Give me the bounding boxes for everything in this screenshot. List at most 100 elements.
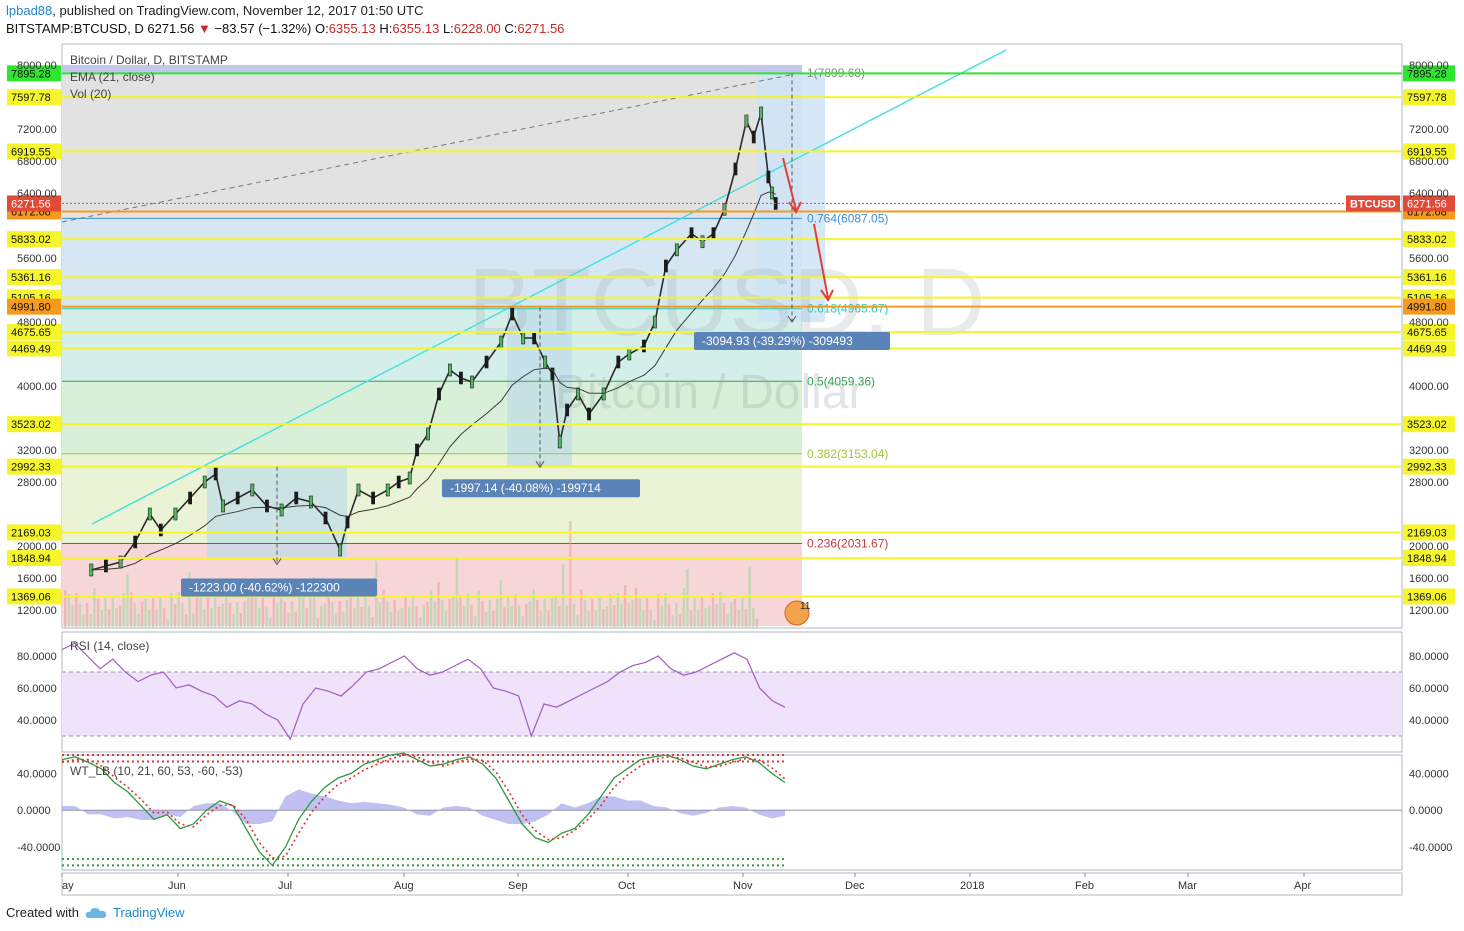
tradingview-link[interactable]: TradingView: [112, 905, 185, 920]
volume-bar: [247, 598, 250, 628]
price-candle: [415, 443, 419, 457]
price-candle: [565, 403, 569, 417]
volume-bar: [279, 591, 283, 628]
price-candle: [158, 523, 163, 537]
volume-bar: [437, 582, 440, 628]
volume-bar: [470, 605, 473, 628]
volume-bar: [653, 620, 656, 628]
volume-bar: [525, 604, 528, 628]
fib-label-4: 0.382(3153.04): [807, 447, 888, 461]
volume-bar: [517, 605, 521, 628]
price-candle: [576, 387, 580, 401]
level-tag-left-7: [7, 298, 61, 315]
level-label-right-10: 3523.02: [1407, 419, 1447, 431]
high-value: 6355.13: [392, 21, 440, 36]
level-tag-right-1: [1403, 89, 1455, 106]
volume-bar: [287, 613, 290, 628]
price-candle: [521, 331, 526, 345]
level-label-right-1: 7597.78: [1407, 92, 1447, 104]
volume-bar: [613, 605, 616, 628]
volume-bar: [305, 608, 308, 628]
level-tag-right-13: [1403, 550, 1455, 567]
y-tick-right-7: 3200.00: [1409, 445, 1449, 457]
y-tick-left-9: 2000.00: [17, 541, 57, 553]
volume-bar: [741, 598, 744, 628]
volume-bar: [499, 580, 502, 628]
volume-bar: [254, 597, 257, 628]
x-tick-label-9: Feb: [1075, 880, 1094, 892]
price-candle: [308, 495, 313, 509]
volume-bar: [133, 603, 136, 628]
x-tick-label-2: Jul: [278, 880, 292, 892]
level-label-right-13: 1848.94: [1407, 553, 1447, 565]
price-candle: [766, 170, 771, 184]
volume-bar: [440, 600, 444, 628]
y-tick-left-4: 5600.00: [17, 253, 57, 265]
volume-bar: [268, 618, 272, 628]
low-label: L:: [442, 21, 454, 36]
volume-bar: [316, 618, 319, 628]
volume-bar: [122, 593, 125, 628]
volume-bar: [510, 606, 513, 628]
wt-tick-right-2: -40.0000: [1409, 842, 1452, 854]
level-label-left-9: 4469.49: [11, 343, 51, 355]
rsi-line: [61, 642, 786, 741]
level-tag-left-0: [7, 65, 61, 82]
measure-label-0: -1223.00 (-40.62%) -122300: [189, 580, 340, 594]
fib-label-1: 0.764(6087.05): [807, 211, 888, 225]
x-axis: [61, 872, 1403, 896]
level-tag-right-11: [1403, 458, 1455, 475]
price-candle: [235, 491, 240, 505]
y-tick-right-0: 8000.00: [1409, 60, 1449, 72]
volume-bar: [118, 605, 122, 628]
wt2-line: [61, 754, 786, 859]
volume-bar: [656, 594, 660, 628]
y-tick-right-11: 1200.00: [1409, 605, 1449, 617]
volume-bar: [210, 608, 213, 628]
volume-bar: [301, 597, 305, 628]
volume-bar: [682, 588, 685, 628]
volume-bar: [462, 606, 466, 628]
volume-bar: [587, 611, 590, 628]
volume-bar: [353, 608, 356, 628]
level-tag-right-4: [1403, 231, 1455, 248]
level-label-left-8: 4675.65: [11, 327, 51, 339]
volume-bar: [748, 567, 751, 628]
rsi-tick-right-0: 80.0000: [1409, 651, 1449, 663]
volume-bar: [711, 593, 715, 628]
trendline-cyan: [91, 49, 1007, 525]
volume-bar: [466, 594, 469, 628]
volume-bar: [558, 606, 561, 628]
symbol-label: BITSTAMP:BTCUSD, D: [6, 21, 144, 36]
measure-arrowhead-0: [272, 558, 282, 566]
volume-bar: [115, 608, 118, 628]
volume-bar: [232, 614, 235, 628]
price-candle: [700, 235, 705, 249]
y-tick-right-3: 6400.00: [1409, 188, 1449, 200]
price-candle: [188, 491, 193, 505]
y-tick-left-3: 6400.00: [17, 188, 57, 200]
volume-bar: [294, 612, 297, 628]
price-candle: [627, 347, 632, 361]
volume-bar: [151, 598, 155, 628]
level-label-left-11: 2992.33: [11, 462, 51, 474]
volume-bar: [243, 601, 246, 628]
price-candle: [722, 202, 727, 216]
x-tick-label-10: Mar: [1178, 880, 1197, 892]
author-link[interactable]: lpbad88: [6, 3, 53, 18]
volume-bar: [250, 579, 254, 628]
price-candle: [147, 507, 152, 521]
level-label-right-0: 7895.28: [1407, 68, 1447, 80]
level-tag-right-0: [1403, 65, 1455, 82]
volume-bar: [239, 613, 243, 628]
symbol-header: BITSTAMP:BTCUSD, D 6271.56 ▼ −83.57 (−1.…: [6, 21, 564, 36]
level-tag-right-7: [1403, 298, 1455, 315]
volume-bar: [645, 598, 649, 628]
price-candle: [407, 471, 412, 485]
volume-bar: [514, 594, 517, 628]
volume-bar: [693, 598, 696, 628]
volume-bar: [400, 608, 404, 628]
watermark-name: Bitcoin / Dollar: [555, 366, 864, 419]
volume-bar: [129, 592, 133, 628]
